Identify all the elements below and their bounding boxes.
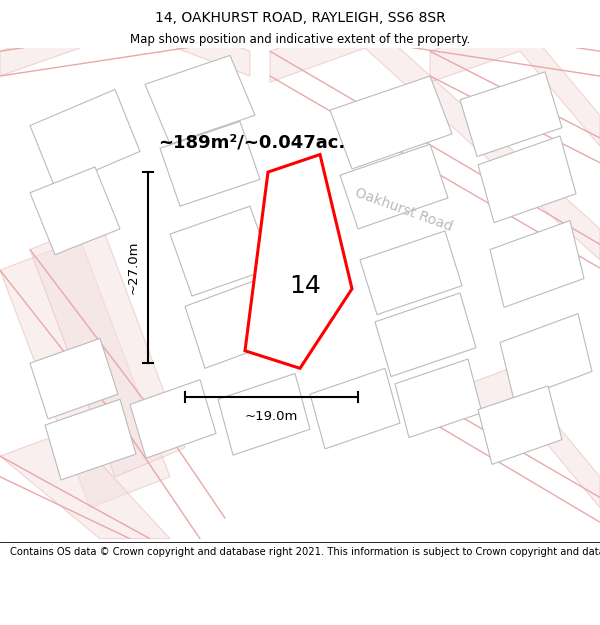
Polygon shape [500, 314, 592, 401]
Text: Contains OS data © Crown copyright and database right 2021. This information is : Contains OS data © Crown copyright and d… [10, 548, 600, 558]
Polygon shape [160, 121, 260, 206]
Polygon shape [310, 368, 400, 449]
Polygon shape [270, 17, 600, 260]
Polygon shape [30, 167, 120, 255]
Polygon shape [478, 136, 576, 222]
Polygon shape [395, 359, 482, 438]
Polygon shape [460, 72, 562, 157]
Text: 14: 14 [289, 274, 321, 298]
Text: 14, OAKHURST ROAD, RAYLEIGH, SS6 8SR: 14, OAKHURST ROAD, RAYLEIGH, SS6 8SR [155, 11, 445, 24]
Polygon shape [375, 293, 476, 377]
Polygon shape [130, 379, 216, 458]
Polygon shape [170, 206, 272, 296]
Text: ~189m²/~0.047ac.: ~189m²/~0.047ac. [158, 134, 345, 152]
Polygon shape [490, 221, 584, 308]
Polygon shape [440, 368, 600, 508]
Text: Map shows position and indicative extent of the property.: Map shows position and indicative extent… [130, 32, 470, 46]
Polygon shape [430, 20, 600, 146]
Text: ~19.0m: ~19.0m [245, 409, 298, 422]
Text: ~27.0m: ~27.0m [127, 241, 140, 294]
Polygon shape [478, 386, 562, 464]
Polygon shape [30, 338, 118, 419]
Text: Oakhurst Road: Oakhurst Road [353, 186, 454, 234]
Polygon shape [245, 154, 352, 368]
Polygon shape [330, 76, 452, 169]
Polygon shape [340, 144, 448, 229]
Polygon shape [185, 281, 275, 368]
Polygon shape [360, 231, 462, 314]
Polygon shape [0, 6, 250, 76]
Polygon shape [0, 430, 170, 539]
Polygon shape [30, 221, 185, 477]
Polygon shape [218, 374, 310, 455]
Polygon shape [30, 89, 140, 188]
Polygon shape [45, 399, 136, 480]
Polygon shape [145, 56, 255, 144]
Polygon shape [0, 239, 170, 508]
